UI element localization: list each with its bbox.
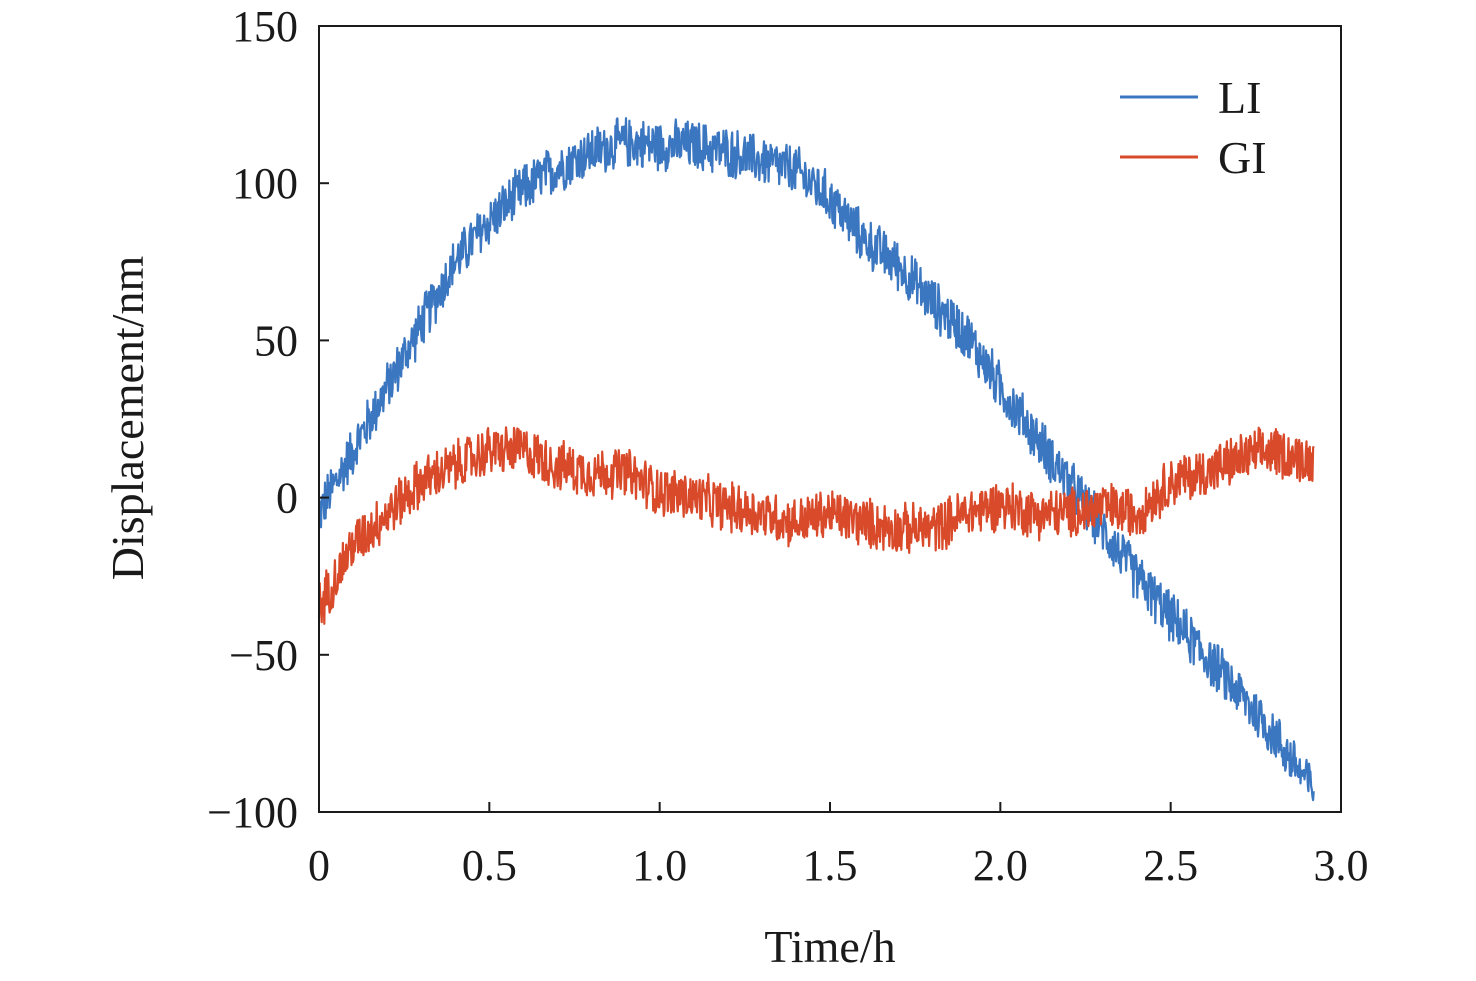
- y-axis-label: Displacement/nm: [102, 256, 153, 581]
- series-line-gi: [317, 426, 1315, 625]
- x-tick-label: 0: [308, 841, 330, 890]
- x-tick-label: 1.0: [632, 841, 687, 890]
- series-li: [317, 117, 1315, 802]
- series-gi: [317, 426, 1315, 625]
- x-tick-label: 2.5: [1143, 841, 1198, 890]
- legend-item-li: LI: [1120, 72, 1261, 123]
- axes-layer: 0 0.5 1.0 1.5 2.0 2.5 3.0 −100 −50 0 50 100 150: [207, 2, 1368, 890]
- x-tick-label: 0.5: [462, 841, 517, 890]
- legend-label: LI: [1218, 72, 1261, 123]
- x-tick-label: 1.5: [803, 841, 858, 890]
- plot-layer: [317, 117, 1315, 802]
- legend-label: GI: [1218, 132, 1267, 183]
- x-tick-label: 3.0: [1314, 841, 1369, 890]
- legend-item-gi: GI: [1120, 132, 1267, 183]
- y-tick-label: 50: [254, 316, 298, 365]
- y-tick-label: 100: [232, 159, 298, 208]
- y-tick-label: −50: [229, 631, 298, 680]
- y-tick-label: 0: [276, 474, 298, 523]
- x-tick-label: 2.0: [973, 841, 1028, 890]
- legend: LI GI: [1120, 72, 1267, 183]
- series-line-li: [317, 117, 1315, 802]
- y-tick-label: 150: [232, 2, 298, 51]
- y-tick-label: −100: [207, 788, 298, 837]
- x-axis-label: Time/h: [764, 921, 895, 972]
